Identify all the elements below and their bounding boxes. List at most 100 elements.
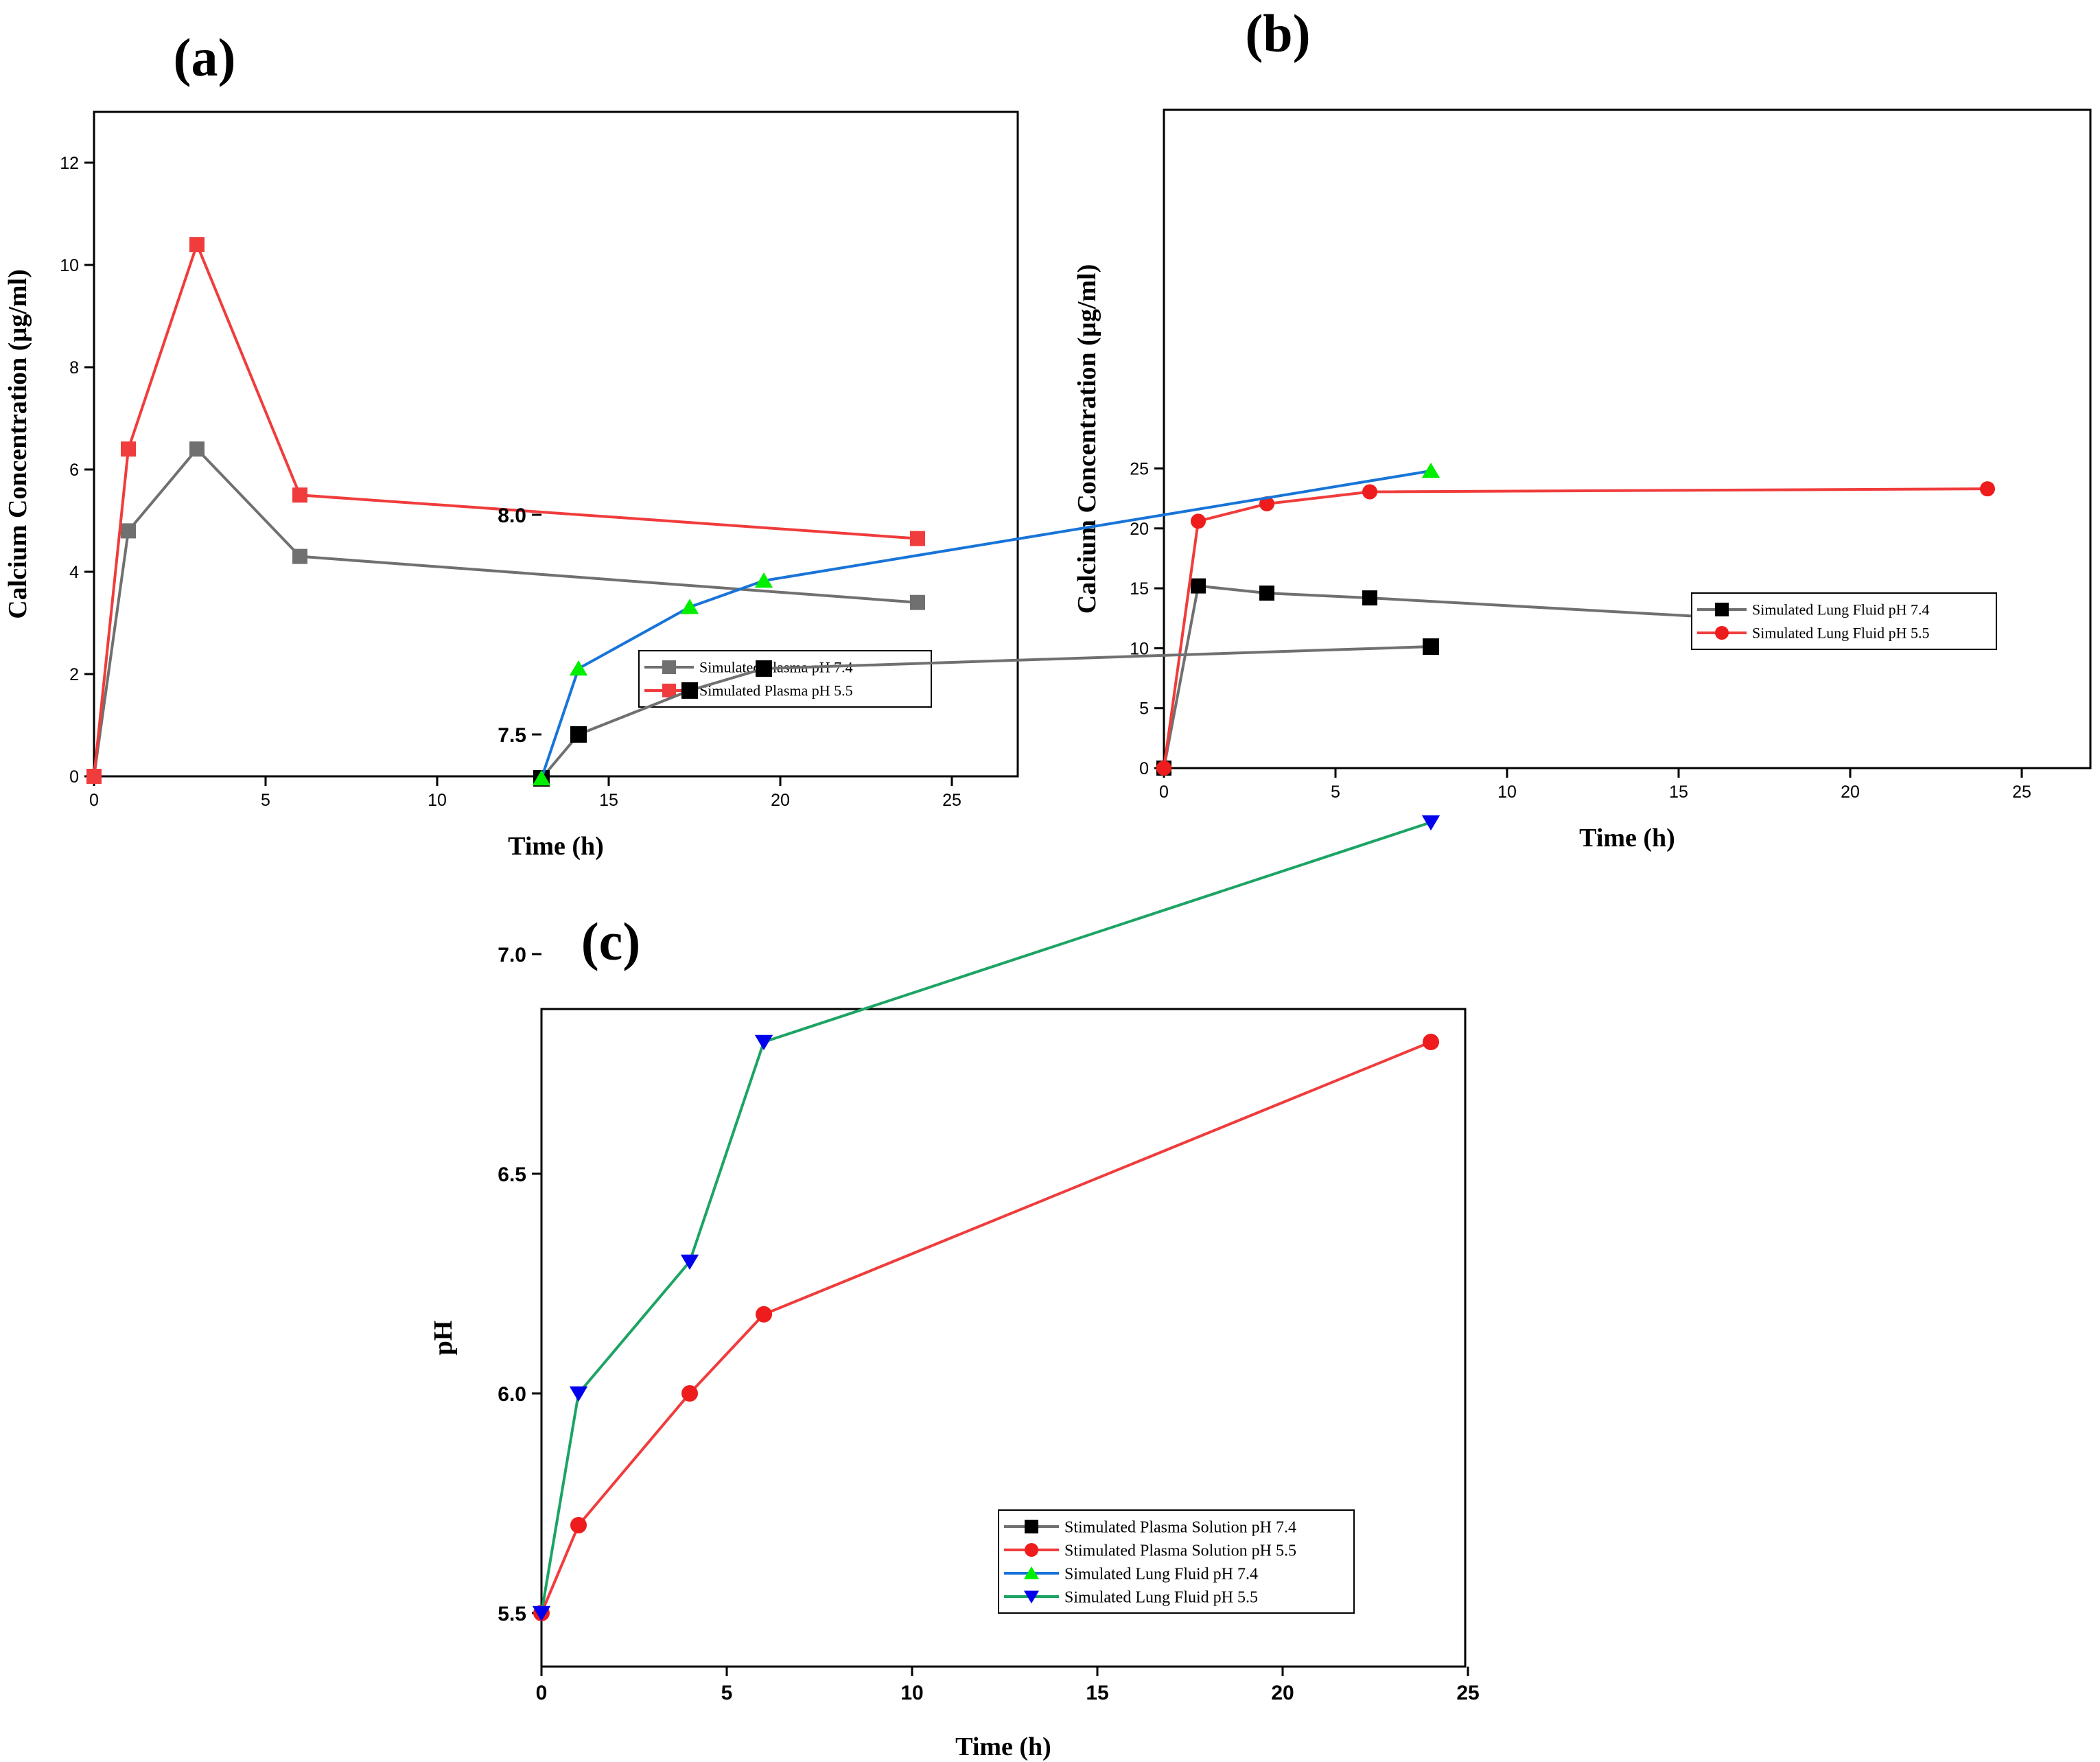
legend-marker [1715,603,1729,616]
x-tick-label: 25 [2012,783,2031,802]
y-tick-label: 6.0 [498,1383,526,1406]
y-tick-label: 5 [1139,699,1149,719]
data-point [292,548,307,564]
data-point [910,594,925,610]
plot-frame [540,1008,1467,1668]
y-tick-label: 15 [1130,579,1149,599]
y-tick-label: 8 [69,358,79,378]
x-axis-label: Time (h) [508,832,604,861]
data-point [570,1517,587,1533]
panel-c: 0 5 10 15 20 25 5.5 6.0 6.5 7.0 7.5 8.0 Time (h) pH (c… [429,463,1480,1761]
data-point [569,660,588,676]
data-point [532,770,551,786]
x-tick-label: 20 [1271,1682,1294,1704]
x-tick-label: 5 [1331,783,1340,802]
legend-box [1691,592,1997,650]
data-point [1156,761,1171,776]
x-tick-label: 10 [900,1682,923,1704]
x-tick-label: 20 [771,791,790,810]
data-point [1191,578,1206,594]
x-tick-label: 5 [721,1682,733,1704]
y-tick-label: 12 [60,154,79,173]
data-point [681,1385,698,1402]
x-tick-label: 5 [261,791,270,810]
y-axis-label: Calcium Concentration (µg/ml) [3,269,32,619]
data-point [1259,496,1274,512]
y-tick-label: 7.0 [498,944,526,966]
data-point [1259,586,1274,601]
legend-marker [1024,1566,1039,1579]
data-point [569,1386,588,1402]
y-tick-label: 8.0 [498,505,526,527]
data-point [680,599,699,614]
data-point [1423,638,1439,655]
data-point [86,769,102,784]
y-axis-label: pH [429,1321,458,1356]
legend-label: Simulated Lung Fluid pH 7.4 [1064,1565,1258,1583]
data-point [292,487,307,503]
legend: Stimulated Plasma Solution pH 7.4 Stimula… [998,1509,1355,1614]
legend-label: Simulated Lung Fluid pH 5.5 [1064,1588,1258,1606]
y-tick-label: 0 [1139,759,1149,778]
legend: Simulated Lung Fluid pH 7.4 Simulated Lun… [1691,592,1997,650]
x-axis-label: Time (h) [955,1732,1051,1761]
data-point [1362,590,1377,606]
data-point [756,660,772,677]
legend-label: Stimulated Plasma Solution pH 7.4 [1064,1518,1296,1536]
panel-label: (b) [1245,3,1310,63]
x-tick-label: 0 [1159,783,1169,802]
data-point [681,682,698,699]
data-point [121,441,136,457]
data-point [1191,513,1206,529]
data-point [910,531,925,546]
data-point [1421,463,1440,478]
legend-label: Simulated Lung Fluid pH 5.5 [1752,625,1930,642]
data-point [121,523,136,539]
data-point [756,1306,772,1323]
x-axis-label: Time (h) [1579,824,1675,853]
series-line [540,470,1432,779]
x-tick-label: 20 [1841,783,1860,802]
x-tick-label: 0 [536,1682,548,1704]
legend-label: Simulated Plasma pH 5.5 [699,682,853,699]
y-tick-label: 25 [1130,460,1149,479]
legend-marker [1025,1543,1038,1557]
x-tick-label: 25 [1456,1682,1479,1704]
data-point [189,237,205,253]
data-point [189,441,205,457]
y-tick-label: 6.5 [498,1163,526,1186]
legend-marker [1024,1590,1039,1603]
legend-marker [662,684,676,697]
legend-marker [662,660,676,674]
x-tick-label: 10 [428,791,447,810]
y-axis-label: Calcium Concentration (µg/ml) [1073,264,1101,614]
y-tick-label: 10 [60,256,79,275]
data-point [570,726,587,743]
legend-marker [1715,626,1729,640]
y-tick-label: 5.5 [498,1603,526,1625]
data-point [1362,484,1377,500]
legend-marker [1025,1520,1038,1533]
data-point [754,572,773,588]
panel-label: (a) [174,27,236,87]
data-point [532,1605,551,1621]
y-tick-label: 6 [69,461,79,480]
x-tick-label: 25 [942,791,961,810]
data-point [1423,1034,1439,1050]
y-tick-label: 7.5 [498,724,526,747]
plot-frame [93,111,1019,778]
series-line [540,821,1432,1614]
data-point [680,1254,699,1270]
legend-label: Stimulated Plasma Solution pH 5.5 [1064,1542,1296,1560]
y-tick-label: 0 [69,767,79,787]
x-tick-label: 15 [1086,1682,1108,1704]
panel-label: (c) [581,912,641,971]
y-tick-label: 2 [69,665,79,684]
data-point [1421,815,1440,831]
y-tick-label: 20 [1130,520,1149,539]
x-tick-label: 15 [599,791,618,810]
x-tick-label: 10 [1497,783,1517,802]
y-tick-label: 4 [69,563,79,582]
